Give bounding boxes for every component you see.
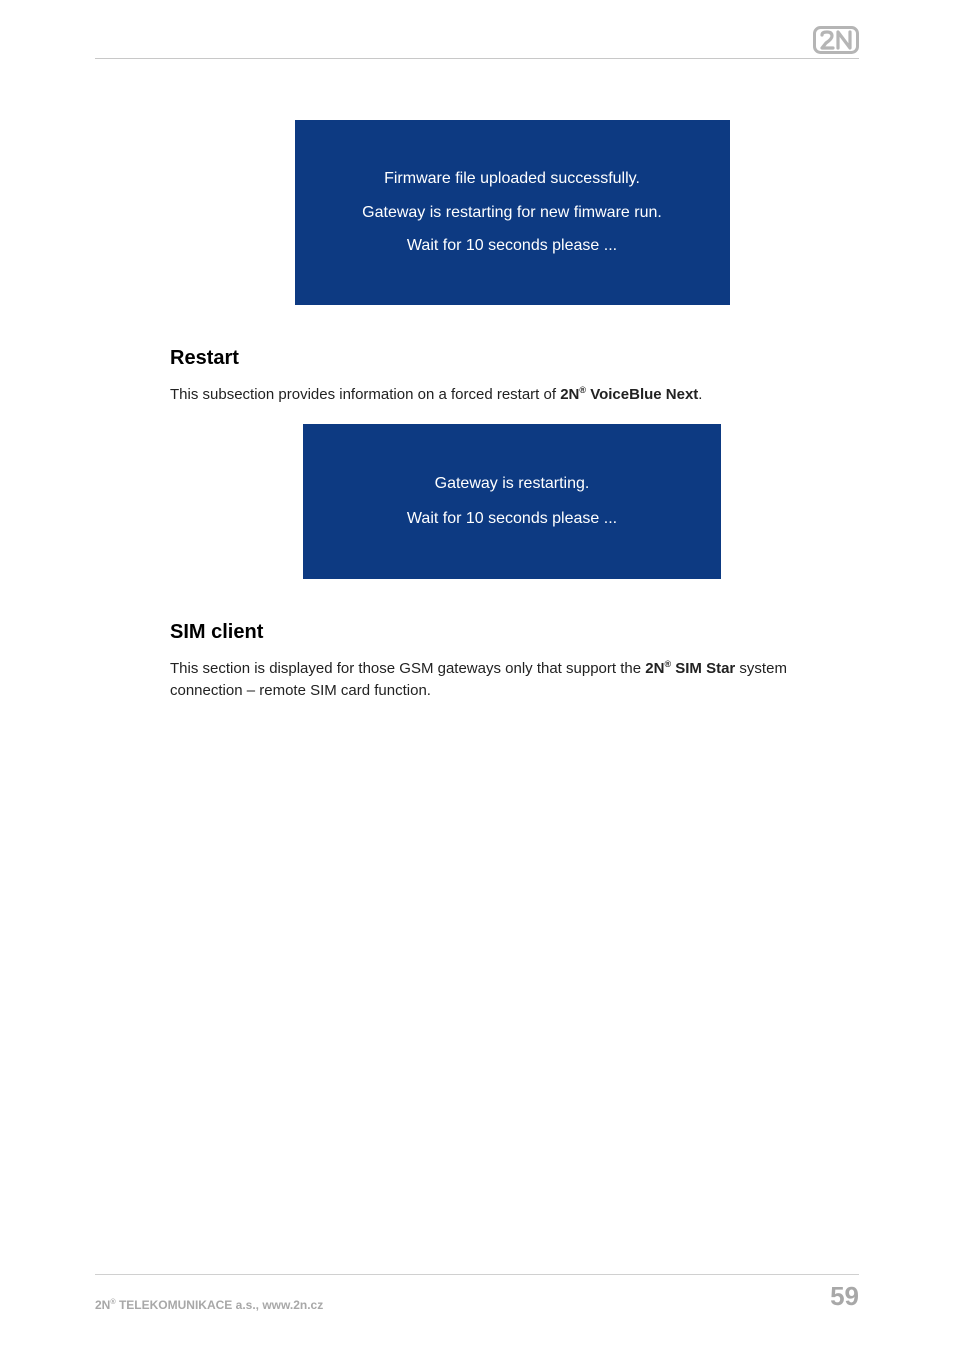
brand-suffix: VoiceBlue Next: [586, 386, 698, 403]
firmware-message-line: Firmware file uploaded successfully.: [315, 162, 710, 196]
text-fragment: This section is displayed for those GSM …: [170, 660, 645, 677]
brand-prefix: 2N: [645, 660, 664, 677]
sim-client-heading: SIM client: [170, 621, 854, 644]
main-content: Firmware file uploaded successfully. Gat…: [170, 120, 854, 721]
page-footer: 2N® TELEKOMUNIKACE a.s., www.2n.cz 59: [95, 1281, 859, 1312]
restart-paragraph: This subsection provides information on …: [170, 384, 854, 407]
page-number: 59: [830, 1281, 859, 1312]
firmware-message-line: Gateway is restarting for new fimware ru…: [315, 196, 710, 230]
page-container: Firmware file uploaded successfully. Gat…: [0, 0, 954, 1350]
text-fragment: .: [698, 386, 702, 403]
header-divider: [95, 58, 859, 59]
footer-brand-prefix: 2N: [95, 1298, 110, 1312]
brand-suffix: SIM Star: [671, 660, 735, 677]
restart-message-line: Gateway is restarting.: [323, 466, 701, 501]
twon-logo-icon: [813, 26, 859, 54]
firmware-message-line: Wait for 10 seconds please ...: [315, 229, 710, 263]
brand-prefix: 2N: [560, 386, 579, 403]
restart-heading: Restart: [170, 347, 854, 370]
text-fragment: This subsection provides information on …: [170, 386, 560, 403]
footer-divider: [95, 1274, 859, 1275]
restart-message-box: Gateway is restarting. Wait for 10 secon…: [303, 424, 721, 578]
footer-company-suffix: TELEKOMUNIKACE a.s., www.2n.cz: [116, 1298, 324, 1312]
restart-message-line: Wait for 10 seconds please ...: [323, 501, 701, 536]
footer-company-text: 2N® TELEKOMUNIKACE a.s., www.2n.cz: [95, 1298, 323, 1312]
sim-client-paragraph: This section is displayed for those GSM …: [170, 658, 854, 703]
brand-logo: [813, 26, 859, 54]
firmware-upload-message-box: Firmware file uploaded successfully. Gat…: [295, 120, 730, 305]
